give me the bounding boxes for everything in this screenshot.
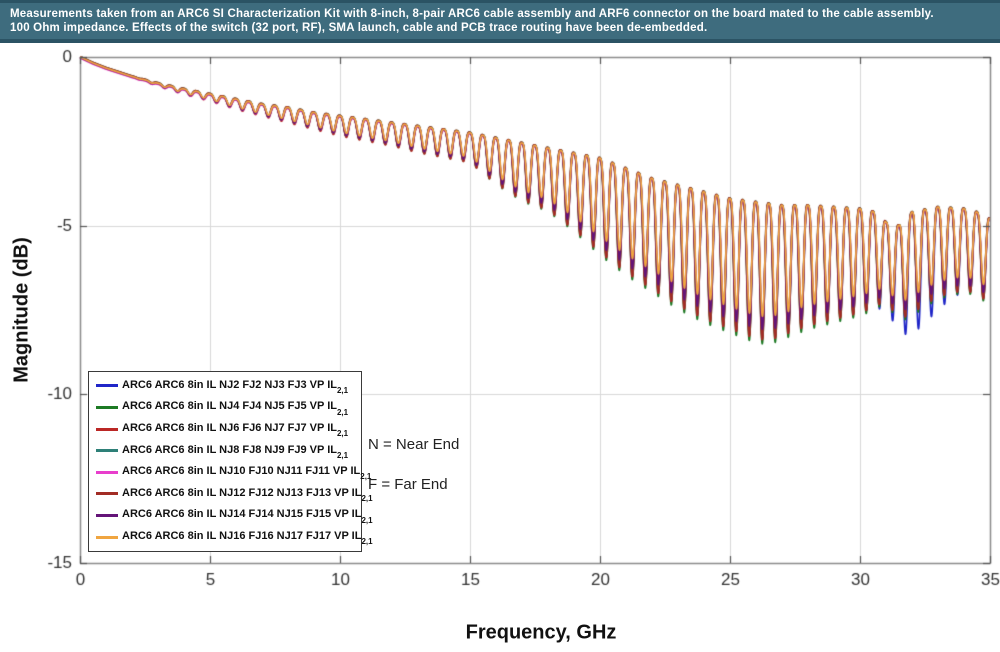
legend-label: ARC6 ARC6 8in IL NJ4 FJ4 NJ5 FJ5 VP IL2,… [122,400,349,417]
legend-entry: ARC6 ARC6 8in IL NJ14 FJ14 NJ15 FJ15 VP … [96,505,373,526]
legend-swatch [96,449,118,453]
x-axis-label: Frequency, GHz [465,621,617,644]
legend-box: ARC6 ARC6 8in IL NJ2 FJ2 NJ3 FJ3 VP IL2,… [88,371,373,552]
legend-label: ARC6 ARC6 8in IL NJ14 FJ14 NJ15 FJ15 VP … [122,508,373,525]
banner-line-1: Measurements taken from an ARC6 SI Chara… [10,8,934,20]
legend-label: ARC6 ARC6 8in IL NJ16 FJ16 NJ17 FJ17 VP … [122,530,373,547]
legend-entry: ARC6 ARC6 8in IL NJ2 FJ2 NJ3 FJ3 VP IL2,… [96,375,361,396]
banner-line-2: 100 Ohm impedance. Effects of the switch… [10,22,708,34]
annotation-far-end: F = Far End [368,476,448,493]
legend-swatch [96,492,118,496]
legend-swatch [96,427,118,431]
il-magnitude-chart: Magnitude (dB) Frequency, GHz ARC6 ARC6 … [0,43,1000,652]
legend-swatch [96,514,118,518]
legend-swatch [96,535,118,539]
legend-swatch [96,470,118,474]
legend-entry: ARC6 ARC6 8in IL NJ10 FJ10 NJ11 FJ11 VP … [96,462,371,483]
legend-label: ARC6 ARC6 8in IL NJ10 FJ10 NJ11 FJ11 VP … [122,465,372,482]
legend-entry: ARC6 ARC6 8in IL NJ16 FJ16 NJ17 FJ17 VP … [96,527,373,548]
legend-entry: ARC6 ARC6 8in IL NJ8 FJ8 NJ9 FJ9 VP IL2,… [96,440,361,461]
legend-entry: ARC6 ARC6 8in IL NJ12 FJ12 NJ13 FJ13 VP … [96,483,373,504]
y-axis-label: Magnitude (dB) [10,237,33,383]
legend-label: ARC6 ARC6 8in IL NJ6 FJ6 NJ7 FJ7 VP IL2,… [122,421,349,439]
legend-entry: ARC6 ARC6 8in IL NJ6 FJ6 NJ7 FJ7 VP IL2,… [96,419,361,440]
legend-swatch [96,405,118,409]
legend-label: ARC6 ARC6 8in IL NJ12 FJ12 NJ13 FJ13 VP … [122,486,373,504]
legend-entry: ARC6 ARC6 8in IL NJ4 FJ4 NJ5 FJ5 VP IL2,… [96,397,361,418]
legend-label: ARC6 ARC6 8in IL NJ2 FJ2 NJ3 FJ3 VP IL2,… [122,378,349,395]
annotation-near-end: N = Near End [368,436,460,453]
header-banner: Measurements taken from an ARC6 SI Chara… [0,0,1000,43]
il-plot-canvas [0,43,1000,652]
legend-label: ARC6 ARC6 8in IL NJ8 FJ8 NJ9 FJ9 VP IL2,… [122,443,349,460]
legend-swatch [96,384,118,388]
